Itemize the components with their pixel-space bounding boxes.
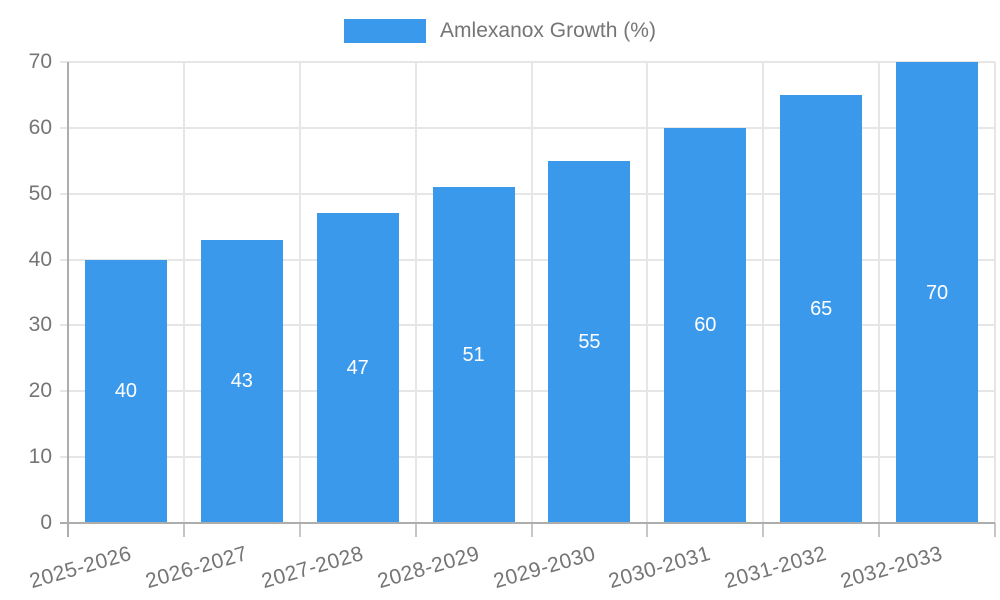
gridline-vertical bbox=[994, 62, 996, 523]
x-axis-line bbox=[60, 522, 995, 524]
gridline-horizontal bbox=[60, 324, 995, 327]
bar[interactable] bbox=[664, 127, 747, 523]
y-axis-tick-label: 70 bbox=[28, 50, 52, 73]
gridline-horizontal bbox=[60, 61, 995, 63]
y-axis-tick-label: 10 bbox=[28, 445, 52, 469]
chart-legend: Amlexanox Growth (%) bbox=[0, 19, 1000, 43]
y-axis-tick-label: 20 bbox=[28, 379, 52, 403]
x-axis-tick-label: 2028-2029 bbox=[374, 542, 482, 594]
gridline-horizontal bbox=[60, 126, 995, 129]
bar-value-label: 47 bbox=[346, 357, 369, 380]
bar[interactable] bbox=[432, 187, 515, 523]
legend-color-swatch bbox=[344, 19, 427, 43]
bar-value-label: 55 bbox=[578, 330, 601, 353]
gridline-vertical bbox=[414, 62, 417, 523]
y-axis-tick-label: 40 bbox=[28, 247, 52, 271]
gridline-vertical bbox=[298, 62, 301, 523]
y-axis-tick-label: 30 bbox=[28, 313, 52, 337]
gridline-vertical bbox=[762, 62, 765, 523]
y-axis-tick-label: 60 bbox=[28, 115, 52, 139]
bar[interactable] bbox=[780, 94, 863, 523]
x-axis-tick-label: 2030-2031 bbox=[606, 542, 714, 594]
gridline-vertical bbox=[182, 62, 185, 523]
x-axis-tick bbox=[994, 523, 996, 537]
bar-value-label: 51 bbox=[462, 344, 485, 367]
x-axis-tick-label: 2026-2027 bbox=[142, 542, 251, 594]
y-axis-line bbox=[67, 62, 69, 537]
x-axis-tick bbox=[414, 523, 417, 537]
gridline-vertical bbox=[646, 62, 649, 523]
gridline-horizontal bbox=[60, 390, 995, 393]
x-axis-tick bbox=[298, 523, 301, 537]
gridline-vertical bbox=[530, 62, 533, 523]
x-axis-tick-label: 2027-2028 bbox=[258, 542, 367, 594]
x-axis-tick-label: 2029-2030 bbox=[490, 542, 598, 594]
bar-value-label: 40 bbox=[114, 380, 138, 403]
gridline-horizontal bbox=[60, 192, 995, 195]
bar-value-label: 60 bbox=[694, 314, 717, 337]
bar-value-label: 70 bbox=[925, 281, 949, 304]
y-axis-tick-label: 50 bbox=[28, 181, 52, 205]
bar-value-label: 65 bbox=[810, 297, 833, 320]
x-axis-tick-label: 2031-2032 bbox=[722, 542, 830, 594]
bar[interactable] bbox=[548, 160, 631, 523]
bar-value-label: 43 bbox=[230, 370, 253, 393]
x-axis-tick bbox=[762, 523, 765, 537]
y-axis-tick-label: 0 bbox=[40, 511, 52, 534]
x-axis-tick-label: 2032-2033 bbox=[838, 542, 946, 594]
x-axis-tick bbox=[646, 523, 649, 537]
bar[interactable] bbox=[84, 259, 167, 523]
x-axis-tick bbox=[530, 523, 533, 537]
x-axis-tick bbox=[878, 523, 881, 537]
bar[interactable] bbox=[316, 213, 399, 523]
gridline-vertical bbox=[878, 62, 881, 523]
x-axis-tick bbox=[182, 523, 185, 537]
bar[interactable] bbox=[200, 239, 283, 523]
gridline-horizontal bbox=[60, 258, 995, 261]
gridline-horizontal bbox=[60, 456, 995, 459]
bar[interactable] bbox=[896, 62, 979, 523]
x-axis-tick-label: 2025-2026 bbox=[27, 542, 135, 594]
legend-label: Amlexanox Growth (%) bbox=[440, 19, 656, 42]
